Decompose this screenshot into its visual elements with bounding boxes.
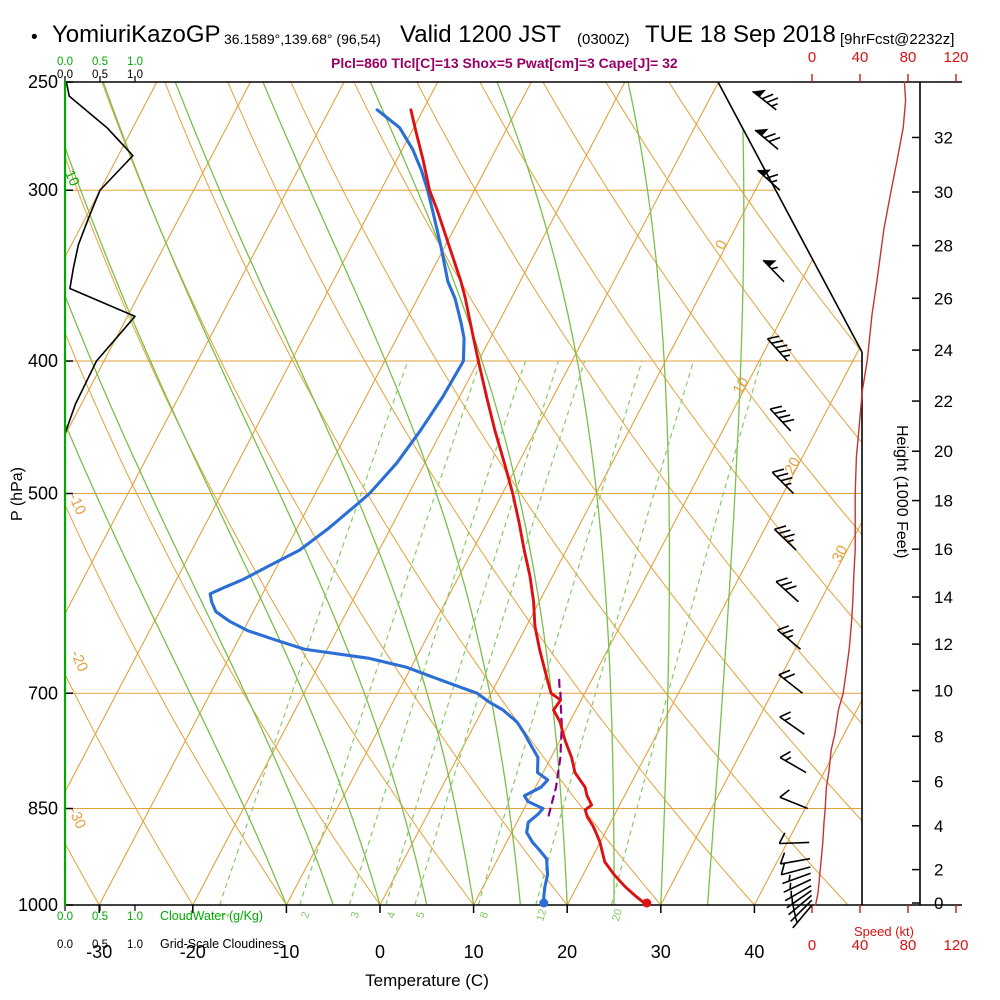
- svg-text:Grid-Scale Cloudiness: Grid-Scale Cloudiness: [160, 937, 284, 951]
- svg-text:5: 5: [414, 910, 427, 919]
- svg-text:30: 30: [934, 183, 953, 202]
- svg-text:850: 850: [28, 799, 58, 819]
- svg-text:1: 1: [219, 910, 232, 919]
- station-bullet-icon: •: [31, 27, 38, 48]
- svg-text:P (hPa): P (hPa): [9, 467, 26, 521]
- svg-text:24: 24: [934, 341, 953, 360]
- svg-text:30: 30: [651, 942, 671, 962]
- svg-text:80: 80: [900, 937, 917, 954]
- svg-text:12: 12: [534, 908, 549, 923]
- svg-text:4: 4: [934, 817, 943, 836]
- svg-text:10: 10: [62, 167, 83, 188]
- svg-text:0.5: 0.5: [92, 69, 108, 81]
- svg-text:10: 10: [464, 942, 484, 962]
- svg-text:400: 400: [28, 351, 58, 371]
- svg-text:10: 10: [934, 682, 953, 701]
- surface-temp-dot: [642, 898, 652, 908]
- valid-date: TUE 18 Sep 2018: [645, 21, 836, 48]
- skewt-background-grid: [65, 82, 862, 905]
- svg-text:0.5: 0.5: [92, 911, 108, 923]
- svg-text:0.0: 0.0: [57, 939, 73, 951]
- svg-text:0: 0: [934, 894, 943, 913]
- svg-text:18: 18: [934, 492, 953, 511]
- svg-text:1.0: 1.0: [127, 56, 143, 68]
- valid-utc: (0300Z): [577, 31, 630, 48]
- svg-text:40: 40: [852, 937, 869, 954]
- svg-text:CloudWater (g/Kg): CloudWater (g/Kg): [160, 909, 263, 923]
- svg-text:0.5: 0.5: [92, 939, 108, 951]
- svg-text:3: 3: [349, 910, 362, 919]
- forecast-info: [9hrFcst@2232z]: [840, 31, 955, 48]
- svg-text:1000: 1000: [18, 895, 58, 915]
- svg-text:12: 12: [934, 635, 953, 654]
- svg-text:20: 20: [557, 942, 577, 962]
- valid-time: Valid 1200 JST: [400, 21, 561, 48]
- svg-text:300: 300: [28, 180, 58, 200]
- mixing-ratio-labels: 1 2 3 4 5 8 12 20: [219, 908, 625, 923]
- svg-text:10: 10: [730, 375, 753, 398]
- svg-text:700: 700: [28, 683, 58, 703]
- svg-text:0.0: 0.0: [57, 69, 73, 81]
- svg-text:40: 40: [744, 942, 764, 962]
- svg-text:16: 16: [934, 540, 953, 559]
- svg-text:30: 30: [829, 543, 852, 566]
- svg-text:20: 20: [610, 908, 625, 923]
- svg-text:120: 120: [943, 49, 968, 66]
- svg-text:0.0: 0.0: [57, 911, 73, 923]
- svg-text:20: 20: [934, 442, 953, 461]
- svg-text:-10: -10: [273, 942, 299, 962]
- svg-text:32: 32: [934, 128, 953, 147]
- svg-text:2: 2: [299, 910, 312, 919]
- svg-text:0: 0: [808, 937, 816, 954]
- station-name: YomiuriKazoGP: [52, 21, 221, 48]
- svg-text:-20: -20: [180, 942, 206, 962]
- svg-text:Height (1000 Feet): Height (1000 Feet): [893, 425, 910, 558]
- svg-text:14: 14: [934, 588, 953, 607]
- svg-text:8: 8: [934, 727, 943, 746]
- svg-text:0: 0: [712, 237, 731, 252]
- svg-text:Temperature (C): Temperature (C): [365, 971, 489, 990]
- svg-text:0.0: 0.0: [57, 56, 73, 68]
- svg-text:20: 20: [781, 455, 804, 478]
- svg-text:0.5: 0.5: [92, 56, 108, 68]
- svg-text:120: 120: [943, 937, 968, 954]
- svg-text:40: 40: [852, 49, 869, 66]
- svg-text:Speed (kt): Speed (kt): [854, 924, 914, 939]
- cloud-scales: 0.00.00.50.51.01.00.00.00.50.51.01.0Clou…: [57, 56, 284, 951]
- svg-text:-30: -30: [86, 942, 112, 962]
- sounding-profiles: [63, 80, 907, 908]
- svg-text:80: 80: [900, 49, 917, 66]
- svg-text:8: 8: [478, 910, 491, 919]
- svg-text:6: 6: [934, 772, 943, 791]
- svg-text:500: 500: [28, 484, 58, 504]
- svg-text:0: 0: [375, 942, 385, 962]
- svg-text:-20: -20: [67, 648, 92, 675]
- svg-text:250: 250: [28, 72, 58, 92]
- sounding-params: Plcl=860 Tlcl[C]=13 Shox=5 Pwat[cm]=3 Ca…: [331, 55, 678, 71]
- svg-text:1.0: 1.0: [127, 939, 143, 951]
- svg-text:26: 26: [934, 289, 953, 308]
- station-coords: 36.1589°,139.68° (96,54): [224, 31, 381, 47]
- svg-text:1.0: 1.0: [127, 69, 143, 81]
- svg-text:4: 4: [385, 910, 398, 919]
- svg-text:28: 28: [934, 237, 953, 256]
- svg-text:2: 2: [934, 861, 943, 880]
- surface-dewpoint-dot: [539, 898, 549, 908]
- svg-text:0: 0: [808, 49, 816, 66]
- svg-text:1.0: 1.0: [127, 911, 143, 923]
- wind-barbs: [752, 89, 813, 929]
- svg-text:22: 22: [934, 392, 953, 411]
